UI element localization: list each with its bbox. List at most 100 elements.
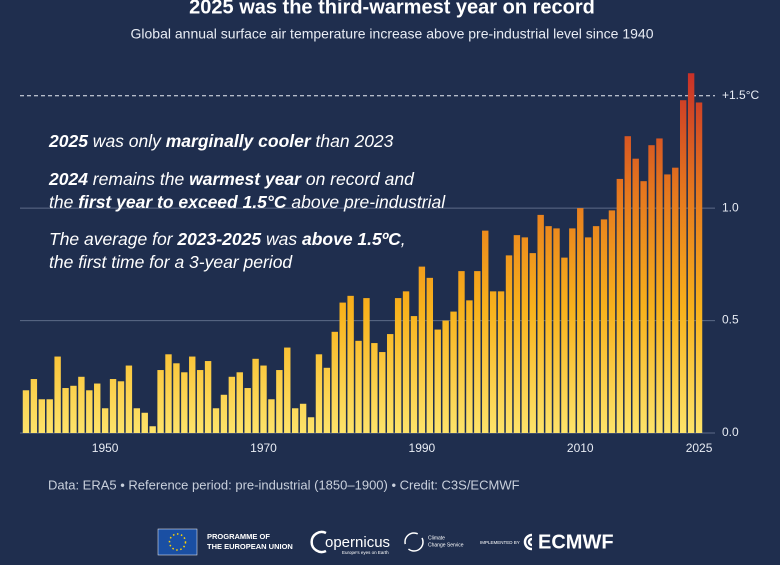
x-tick-label: 2010 (567, 441, 594, 455)
bar (553, 228, 560, 433)
bar (616, 178, 624, 433)
bar (426, 277, 434, 433)
bar (260, 365, 267, 433)
bar (656, 138, 663, 433)
bar (331, 331, 338, 433)
y-tick-label: 0.0 (722, 425, 739, 439)
annotation-text: 2025 (49, 131, 88, 151)
bar (402, 291, 410, 433)
bar (418, 266, 426, 433)
bar (236, 372, 243, 433)
bar (141, 412, 148, 433)
bar (355, 340, 362, 433)
y-tick-label: +1.5°C (722, 88, 759, 102)
eu-text: THE EUROPEAN UNION (207, 542, 293, 551)
bar (347, 295, 354, 433)
bar (513, 235, 521, 433)
bar (648, 145, 655, 433)
ecmwf-mark (523, 533, 533, 551)
annotation-text: remains the (87, 169, 190, 189)
chart-subtitle: Global annual surface air temperature in… (131, 26, 654, 42)
chart-title: 2025 was the third-warmest year on recor… (189, 0, 595, 18)
bar (62, 388, 69, 433)
ecmwf-text: ECMWF (538, 531, 614, 553)
bar (165, 354, 172, 433)
x-tick-label: 2025 (686, 441, 713, 455)
bar (181, 372, 188, 433)
bar (640, 181, 647, 433)
bar (70, 385, 77, 433)
bar (149, 426, 156, 433)
annotation-text: the (49, 192, 79, 212)
bar (244, 388, 251, 433)
bar (94, 383, 101, 433)
bar (379, 352, 386, 433)
bar (212, 408, 220, 433)
bar (363, 298, 370, 433)
bar (695, 102, 703, 434)
bar (521, 237, 529, 433)
implemented-text: IMPLEMENTED BY (480, 540, 520, 545)
annotation-text: warmest year (189, 169, 301, 189)
annotation: 2024 remains the warmest year on record … (49, 168, 445, 214)
bar (78, 376, 85, 433)
y-tick-label: 0.5 (722, 313, 739, 327)
bar (577, 208, 584, 433)
bar (38, 399, 45, 433)
c3s-text: Change Service (428, 542, 464, 548)
bar (196, 370, 204, 433)
bar (109, 379, 117, 433)
bar (632, 158, 639, 433)
bar (291, 408, 299, 433)
bar (299, 403, 307, 433)
bar (624, 136, 631, 433)
annotation-text: on record and (300, 169, 414, 189)
bar (394, 298, 402, 433)
annotation-text: 2023-2025 (177, 229, 262, 249)
annotation-text: was only (87, 131, 166, 151)
bar (450, 311, 457, 433)
annotation-text: 2024 (49, 169, 88, 189)
bar (680, 100, 687, 433)
bar (672, 167, 679, 434)
bar (371, 343, 378, 433)
y-tick-label: 1.0 (722, 200, 739, 214)
bar (442, 320, 449, 433)
annotation-text: than 2023 (310, 131, 394, 151)
footer: Data: ERA5 • Reference period: pre-indus… (48, 477, 520, 492)
bar (600, 219, 608, 433)
copernicus-mark (310, 530, 327, 554)
bar (537, 214, 544, 433)
bar (545, 226, 552, 433)
annotation-text: first year to exceed 1.5°C (78, 192, 287, 212)
bar (315, 354, 323, 433)
bar (284, 347, 291, 433)
bar (608, 210, 616, 433)
x-tick-label: 1970 (250, 441, 277, 455)
bar (133, 408, 141, 433)
bar (276, 370, 283, 433)
annotation-text: The average for (49, 229, 178, 249)
bar (307, 417, 315, 433)
bar (489, 291, 497, 433)
eu-text: PROGRAMME OF (207, 532, 270, 541)
bar (125, 365, 133, 433)
bar (101, 408, 109, 433)
c3s-mark (404, 532, 424, 552)
bar (664, 174, 671, 433)
bar (505, 255, 513, 433)
bar (22, 390, 30, 433)
bar (189, 356, 196, 433)
bar (687, 73, 695, 433)
bar (529, 253, 536, 433)
bar (204, 361, 212, 433)
bar (30, 379, 38, 433)
bar (86, 390, 93, 433)
eu-stars (168, 533, 187, 551)
copernicus-text: opernicus (325, 534, 390, 551)
bar (497, 291, 505, 433)
bar (117, 381, 125, 433)
x-tick-label: 1990 (409, 441, 436, 455)
